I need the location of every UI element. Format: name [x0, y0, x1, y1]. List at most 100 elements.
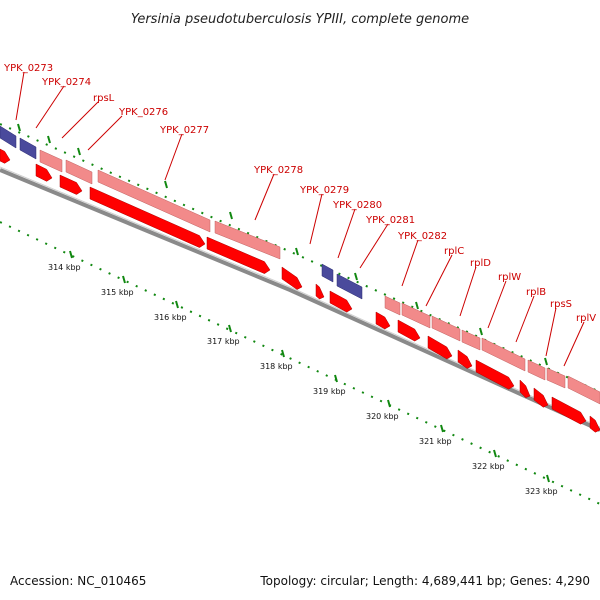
gene-leader-line [359, 223, 389, 269]
scale-label: 318 kbp [260, 362, 293, 371]
scale-label: 323 kbp [525, 487, 558, 496]
gene-arrow [35, 163, 53, 182]
cds-feature [384, 295, 401, 316]
genome-backbone [0, 168, 600, 432]
gene-label: rpsL [93, 93, 115, 104]
gc-tick [17, 123, 21, 132]
rna-feature [321, 263, 334, 283]
gene-arrow [89, 186, 206, 248]
cds-feature [527, 359, 546, 381]
gene-arrow [206, 236, 271, 274]
gc-tick [295, 247, 299, 256]
scale-ticks [17, 123, 550, 483]
scale-label: 322 kbp [472, 462, 505, 471]
cds-feature [65, 159, 93, 185]
gc-tick [47, 135, 51, 144]
gene-label: rpsS [550, 299, 572, 310]
gene-arrow [533, 387, 549, 408]
gene-arrow [397, 319, 421, 342]
cds-feature [567, 375, 600, 405]
scale-label: 321 kbp [419, 437, 452, 446]
gene-leader-line [337, 208, 356, 259]
gene-label: YPK_0273 [3, 63, 53, 74]
gene-label: YPK_0274 [41, 77, 91, 88]
scale-tick [122, 275, 126, 284]
gene-leader-line [459, 266, 477, 317]
cds-feature [401, 302, 431, 329]
gene-label: YPK_0282 [397, 231, 447, 242]
gc-tick [354, 272, 358, 281]
gene-arrow [0, 148, 11, 164]
cds-feature [431, 315, 461, 342]
cds-feature [481, 337, 526, 372]
gene-arrow [281, 266, 303, 290]
gene-leader-line [35, 85, 65, 129]
gene-label: rplD [470, 258, 491, 269]
scale-track [0, 221, 600, 505]
scale-label: 317 kbp [207, 337, 240, 346]
scale-tick [175, 300, 179, 309]
scale-tick [334, 374, 338, 383]
rna-feature [336, 273, 363, 300]
gene-arrow [59, 174, 83, 195]
gc-tick [479, 327, 483, 336]
gc-tick [229, 211, 233, 220]
scale-tick [387, 399, 391, 408]
gene-leader-line [401, 239, 419, 287]
scale-tick [69, 250, 73, 259]
gene-leader-line [487, 280, 507, 329]
feature-track [0, 125, 600, 433]
accession-label: Accession: NC_010465 [10, 574, 147, 588]
cds-feature [97, 169, 211, 233]
gene-arrow [551, 396, 587, 425]
gene-leader-line [309, 193, 323, 245]
gene-label: YPK_0277 [159, 125, 209, 136]
gene-leader-line [15, 71, 25, 121]
scale-label: 315 kbp [101, 288, 134, 297]
gene-leader-line [515, 295, 535, 343]
cds-feature [461, 329, 481, 351]
scale-tick [546, 474, 550, 483]
scale-label: 316 kbp [154, 313, 187, 322]
gene-arrow [475, 359, 515, 390]
gc-tick [544, 357, 548, 366]
scale-tick [440, 424, 444, 433]
gene-leader-line [61, 101, 99, 139]
gc-tick [415, 301, 419, 310]
gene-arrow [329, 290, 353, 313]
map-title: Yersinia pseudotuberculosis YPIII, compl… [131, 12, 469, 27]
scale-tick [228, 324, 232, 333]
gene-leader-line [87, 115, 123, 151]
gene-label: YPK_0278 [253, 165, 303, 176]
rna-feature [19, 137, 37, 160]
gc-tick [164, 180, 168, 189]
gene-label: YPK_0280 [332, 200, 382, 211]
gene-label: rplC [444, 246, 464, 257]
scale-label: 320 kbp [366, 412, 399, 421]
gene-leader-line [164, 133, 183, 181]
gene-arrow [375, 311, 391, 330]
gene-label: rplW [498, 272, 521, 283]
gene-label: YPK_0276 [118, 107, 168, 118]
cds-feature [214, 220, 281, 260]
gene-label: YPK_0279 [299, 185, 349, 196]
rna-feature [0, 125, 17, 149]
gene-label: rplB [526, 287, 546, 298]
gene-label: YPK_0281 [365, 215, 415, 226]
genome-summary: Topology: circular; Length: 4,689,441 bp… [260, 574, 590, 588]
gene-arrow [457, 349, 473, 369]
scale-tick [493, 449, 497, 458]
gene-arrow [589, 415, 600, 433]
scale-label: 319 kbp [313, 387, 346, 396]
cds-feature [39, 149, 63, 173]
gene-leader-line [545, 307, 557, 357]
gene-arrow [427, 335, 453, 360]
scale-tick [281, 349, 285, 358]
gene-arrow [315, 283, 325, 300]
gene-label: rplV [576, 313, 596, 324]
gc-tick [77, 147, 81, 156]
cds-feature [546, 367, 566, 389]
scale-labels: 314 kbp 315 kbp 316 kbp 317 kbp 318 kbp 319 k… [48, 263, 558, 496]
